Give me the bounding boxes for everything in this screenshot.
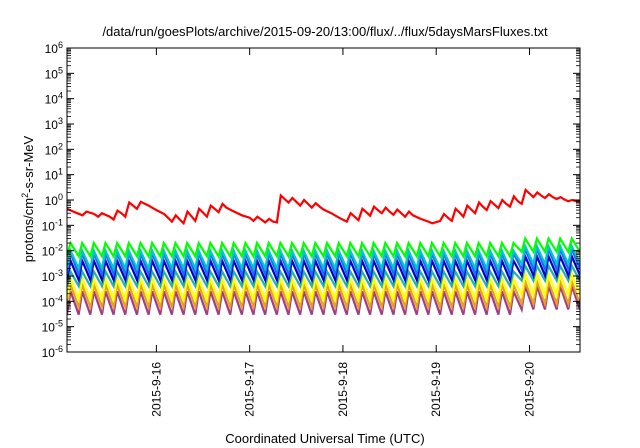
y-tick-label-base: 10: [45, 169, 59, 183]
series-line: [67, 277, 580, 312]
y-tick-label-exp: -5: [55, 319, 63, 329]
y-tick-label: 10-1: [42, 217, 63, 233]
y-tick-label: 10-6: [42, 344, 63, 360]
y-tick-label: 100: [45, 192, 63, 208]
y-tick-label-exp: 2: [58, 141, 63, 151]
y-axis-label-prefix: protons/cm: [21, 198, 36, 262]
chart-title: /data/run/goesPlots/archive/2015-09-20/1…: [102, 24, 548, 39]
y-tick-label-exp: 6: [58, 40, 63, 50]
y-axis-ticks: 10-610-510-410-310-210-11001011021031041…: [42, 40, 580, 360]
y-tick-label-base: 10: [42, 219, 56, 233]
y-tick-label-exp: -3: [55, 268, 63, 278]
y-tick-label: 10-5: [42, 319, 63, 335]
y-axis-label-sup: 2: [20, 193, 30, 198]
y-tick-label: 10-2: [42, 243, 63, 259]
y-tick-label: 106: [45, 40, 63, 56]
series-line: [67, 235, 580, 260]
y-tick-label-base: 10: [42, 346, 56, 360]
y-tick-label-base: 10: [45, 67, 59, 81]
y-axis-label: protons/cm2-s-sr-MeV: [20, 135, 36, 262]
x-tick-label: 2015-9-20: [522, 362, 536, 417]
x-tick-label: 2015-9-16: [149, 362, 163, 417]
y-tick-label-base: 10: [45, 194, 59, 208]
y-tick-label-base: 10: [45, 118, 59, 132]
y-tick-label-base: 10: [42, 245, 56, 259]
x-tick-label: 2015-9-18: [336, 362, 350, 417]
y-tick-label-exp: -4: [55, 293, 63, 303]
y-tick-label-base: 10: [42, 295, 56, 309]
y-tick-label-exp: 3: [58, 116, 63, 126]
y-tick-label: 101: [45, 167, 63, 183]
y-tick-label-base: 10: [45, 143, 59, 157]
series-line: [67, 269, 580, 304]
y-tick-label: 10-3: [42, 268, 63, 284]
x-axis-ticks: 2015-9-16 2015-9-17 2015-9-18 2015-9-19 2015…: [149, 48, 536, 417]
y-tick-label-base: 10: [45, 42, 59, 56]
x-axis-label: Coordinated Universal Time (UTC): [225, 431, 424, 446]
y-tick-label-exp: 4: [58, 91, 63, 101]
series-line: [67, 242, 580, 272]
y-tick-label: 10-4: [42, 293, 63, 309]
y-tick-label: 102: [45, 141, 63, 157]
y-tick-label-exp: 5: [58, 65, 63, 75]
y-tick-label-exp: -6: [55, 344, 63, 354]
y-tick-label-exp: -2: [55, 243, 63, 253]
y-tick-label-exp: -1: [55, 217, 63, 227]
plot-frame: [66, 47, 581, 353]
y-tick-label-exp: 0: [58, 192, 63, 202]
y-tick-label-exp: 1: [58, 167, 63, 177]
series-line: [67, 252, 580, 284]
y-tick-label-base: 10: [45, 93, 59, 107]
y-tick-label: 105: [45, 65, 63, 81]
series-line: [67, 262, 580, 290]
series-layer: [67, 187, 580, 315]
y-tick-label-base: 10: [42, 321, 56, 335]
x-tick-label: 2015-9-17: [243, 362, 257, 417]
y-tick-label: 103: [45, 116, 63, 132]
x-tick-label: 2015-9-19: [429, 362, 443, 417]
series-line: [67, 187, 580, 226]
y-tick-label: 104: [45, 91, 63, 107]
y-tick-label-base: 10: [42, 270, 56, 284]
y-axis-label-suffix: -s-sr-MeV: [21, 135, 36, 192]
